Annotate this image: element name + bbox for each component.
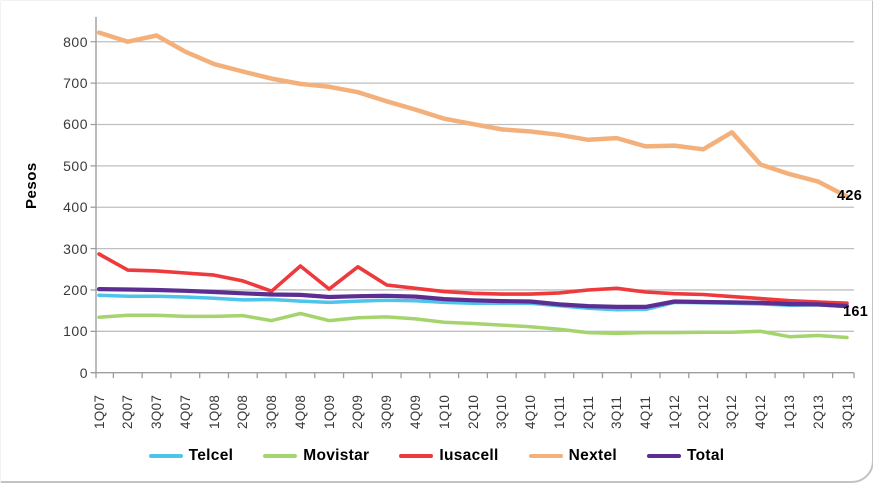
- x-tick-label: 2Q09: [350, 394, 366, 429]
- series-line-nextel: [96, 30, 850, 199]
- y-tick-label: 200: [63, 281, 88, 298]
- legend-label: Iusacell: [439, 447, 499, 464]
- x-tick-label: 4Q10: [523, 394, 539, 429]
- legend-item-movistar: Movistar: [263, 447, 369, 465]
- y-tick-label: 500: [63, 157, 88, 174]
- legend-swatch-movistar: [263, 453, 298, 459]
- x-tick-label: 3Q11: [609, 395, 625, 429]
- x-tick-label: 2Q10: [465, 394, 481, 429]
- x-tick-label: 3Q12: [724, 394, 740, 429]
- legend-label: Movistar: [303, 447, 370, 464]
- x-tick-label: 2Q08: [235, 394, 251, 429]
- y-tick-label: 700: [63, 75, 88, 92]
- legend-swatch-telcel: [148, 453, 183, 459]
- series-line-total: [96, 287, 850, 309]
- x-tick-label: 2Q07: [120, 394, 136, 429]
- y-tick-label: 800: [63, 33, 88, 50]
- end-label-nextel: 426: [837, 188, 863, 205]
- x-tick-label: 1Q13: [781, 394, 797, 429]
- x-tick-label: 2Q11: [580, 395, 596, 429]
- x-tick-label: 2Q12: [695, 394, 711, 429]
- x-tick-label: 4Q07: [177, 394, 193, 429]
- x-tick-label: 3Q09: [379, 394, 395, 429]
- x-tick-label: 4Q11: [638, 395, 654, 429]
- y-tick-label: 300: [63, 240, 88, 257]
- x-tick-label: 3Q10: [494, 394, 510, 429]
- legend-swatch-total: [646, 453, 681, 459]
- chart-legend: Telcel Movistar Iusacell Nextel Total: [1, 447, 872, 465]
- y-tick-label: 100: [63, 323, 88, 340]
- x-tick-label: 4Q09: [407, 394, 423, 429]
- x-tick-label: 4Q12: [753, 394, 769, 429]
- legend-label: Total: [686, 447, 725, 464]
- y-tick-label: 600: [63, 116, 88, 133]
- x-tick-label: 1Q08: [206, 394, 222, 429]
- legend-swatch-iusacell: [399, 453, 434, 459]
- legend-label: Nextel: [568, 447, 617, 464]
- legend-item-iusacell: Iusacell: [399, 447, 498, 465]
- x-tick-label: 1Q07: [91, 394, 107, 429]
- legend-swatch-nextel: [528, 453, 563, 459]
- x-tick-label: 1Q11: [551, 395, 567, 429]
- x-tick-label: 1Q10: [436, 394, 452, 429]
- legend-label: Telcel: [188, 447, 234, 464]
- series-line-movistar: [97, 311, 849, 340]
- x-tick-label: 3Q07: [149, 394, 165, 429]
- x-tick-label: 4Q08: [292, 394, 308, 429]
- x-tick-label: 3Q08: [264, 394, 280, 429]
- legend-item-nextel: Nextel: [528, 447, 617, 465]
- y-tick-label: 400: [63, 199, 88, 216]
- legend-item-telcel: Telcel: [148, 447, 234, 465]
- x-tick-label: 1Q09: [321, 394, 337, 429]
- y-tick-label: 0: [79, 364, 88, 381]
- x-tick-label: 3Q13: [839, 394, 855, 429]
- end-label-total: 161: [843, 304, 869, 321]
- x-tick-label: 2Q13: [810, 394, 826, 429]
- series-line-iusacell: [97, 252, 849, 306]
- legend-item-total: Total: [646, 447, 725, 465]
- x-tick-label: 1Q12: [666, 394, 682, 429]
